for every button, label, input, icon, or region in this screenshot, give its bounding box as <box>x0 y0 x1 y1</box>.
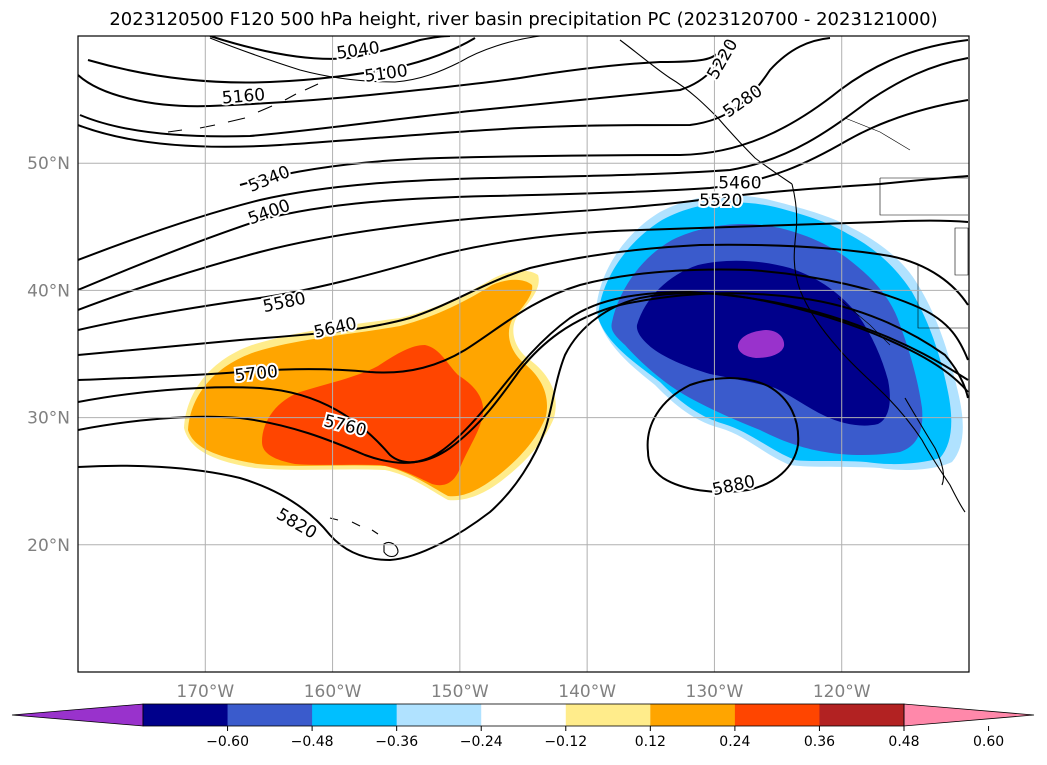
colorbar-frame <box>142 703 905 727</box>
contour-5040 <box>209 36 451 60</box>
contour-5880-closed <box>646 377 800 493</box>
baja-california <box>904 397 945 486</box>
colorbar-extend-min <box>11 703 144 727</box>
contour-5580 <box>78 219 969 331</box>
neg-purple-fill <box>737 330 785 358</box>
colorbar-tick-label: −0.48 <box>291 734 334 750</box>
colorbar-swatch <box>565 704 651 726</box>
lat-tick-label: 30°N <box>27 409 70 429</box>
colorbar-tick-label: 0.60 <box>973 734 1004 750</box>
colorbar-swatch <box>819 704 905 726</box>
grid-lines <box>78 36 969 672</box>
chart-title: 2023120500 F120 500 hPa height, river ba… <box>109 9 938 30</box>
contour-label: 5520 <box>699 191 742 211</box>
na-west-coast <box>791 183 966 513</box>
contour-5220 <box>79 39 731 138</box>
colorbar-extend-max <box>903 703 1035 727</box>
colorbar-swatch <box>734 704 820 726</box>
lat-tick-label: 20°N <box>27 536 70 556</box>
aleutian-islands <box>167 83 319 133</box>
colorbar-swatch <box>227 704 313 726</box>
contour-5640 <box>78 243 969 356</box>
colorbar-swatch <box>650 704 736 726</box>
colorbar-swatch <box>481 704 567 726</box>
lon-tick-label: 160°W <box>304 682 362 702</box>
map-frame <box>77 35 970 673</box>
colorbar-tick-label: −0.12 <box>544 734 587 750</box>
hawaiian-islands <box>329 517 399 558</box>
contour-5760 <box>78 292 969 464</box>
colorbar-tick-label: 0.12 <box>635 734 666 750</box>
contour-5460 <box>78 99 969 291</box>
lon-tick-label: 170°W <box>176 682 234 702</box>
colorbar-tick-label: 0.24 <box>719 734 750 750</box>
contour-label: 5460 <box>718 173 761 193</box>
negative-pc-region <box>596 195 963 470</box>
colorbar-tick-label: 0.36 <box>804 734 835 750</box>
colorbar-tick-label: −0.60 <box>206 734 249 750</box>
contour-5520 <box>78 175 969 311</box>
contour-5340 <box>239 39 969 186</box>
colorbar-tick-label: 0.48 <box>888 734 919 750</box>
pos-red-orange-fill <box>262 345 484 486</box>
contour-5820 <box>78 290 969 464</box>
lat-tick-label: 40°N <box>27 281 70 301</box>
colorbar <box>11 703 1035 731</box>
lon-tick-label: 150°W <box>431 682 489 702</box>
colorbar-swatch <box>143 704 229 726</box>
contour-label: 5160 <box>221 85 266 109</box>
contour-5880-west <box>78 291 969 562</box>
colorbar-labels: −0.60 −0.48 −0.36 −0.24 −0.12 0.12 0.24 0.36 0.4… <box>206 734 1004 750</box>
lon-tick-label: 130°W <box>686 682 744 702</box>
contour-5400 <box>78 57 969 261</box>
lat-tick-label: 50°N <box>27 154 70 174</box>
lon-tick-label: 120°W <box>813 682 871 702</box>
contour-5280 <box>78 37 831 148</box>
lon-tick-label: 140°W <box>558 682 616 702</box>
contour-label: 5040 <box>335 38 381 64</box>
colorbar-tick-label: −0.24 <box>460 734 503 750</box>
contour-5100 <box>87 37 476 84</box>
contour-5700 <box>78 268 969 381</box>
alaska-coast <box>209 36 541 83</box>
longitude-labels: 170°W 160°W 150°W 140°W 130°W 120°W <box>176 682 870 702</box>
height-contours <box>78 36 969 562</box>
contour-5160 <box>78 49 721 108</box>
colorbar-tick-label: −0.36 <box>375 734 418 750</box>
state-borders <box>837 117 969 346</box>
positive-pc-region <box>184 270 556 501</box>
colorbar-swatch <box>396 704 482 726</box>
colorbar-swatch <box>312 704 398 726</box>
latitude-labels: 50°N 40°N 30°N 20°N <box>27 154 70 556</box>
